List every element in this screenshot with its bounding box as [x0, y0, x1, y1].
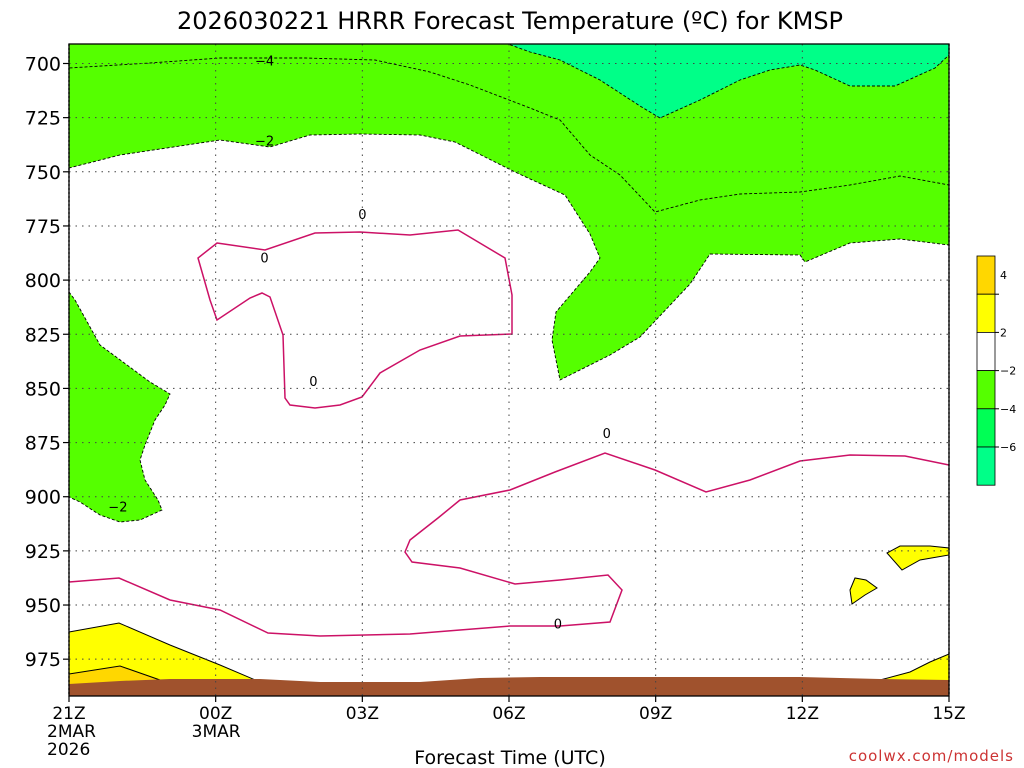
legend-swatch — [976, 293, 996, 333]
contour-label: 0 — [309, 375, 317, 390]
band-minus4-to-minus2-left — [68, 290, 171, 523]
y-tick-label: 750 — [25, 162, 61, 184]
y-tick-label: 725 — [25, 108, 61, 130]
x-tick-label: 2026 — [47, 740, 90, 760]
x-tick-label: 09Z — [639, 704, 672, 724]
isotherm-0-upper-loop — [197, 229, 513, 409]
y-tick-label: 950 — [25, 595, 61, 617]
legend-swatch — [976, 331, 996, 371]
x-tick-label: 15Z — [932, 704, 965, 724]
x-tick-label: 00Z — [199, 704, 232, 724]
isotherm-0-middle — [68, 452, 950, 637]
credit-text: coolwx.com/models — [849, 747, 1014, 765]
y-axis-ticks: 700 725 750 775 800 825 850 875 900 925 950 975 — [25, 53, 69, 671]
y-tick-label: 850 — [25, 378, 61, 400]
band-minus6-to-minus4-upper — [68, 43, 950, 213]
legend-swatch — [976, 408, 996, 448]
y-tick-label: 775 — [25, 216, 61, 238]
y-tick-label: 925 — [25, 541, 61, 563]
x-tick-label: 21Z — [52, 704, 85, 724]
legend-swatch — [976, 446, 996, 486]
contour-label: −4 — [255, 54, 274, 69]
legend-swatch — [976, 255, 996, 295]
x-tick-label: 12Z — [786, 704, 819, 724]
contour-label: 0 — [260, 251, 268, 266]
y-tick-label: 900 — [25, 487, 61, 509]
contour-label: −2 — [108, 501, 127, 516]
y-tick-label: 825 — [25, 324, 61, 346]
chart-title: 2026030221 HRRR Forecast Temperature (ºC… — [177, 7, 843, 35]
legend-colorbar: 4 2 −2 −4 −6 — [976, 255, 1016, 486]
x-tick-label: 06Z — [492, 704, 525, 724]
legend-label: 4 — [1000, 269, 1007, 282]
x-tick-label: 03Z — [346, 704, 379, 724]
contour-labels: −4 −2 0 0 0 −2 0 0 — [108, 54, 611, 633]
band-2-to-4-patch-2 — [849, 577, 878, 605]
legend-swatch — [976, 370, 996, 410]
legend-label: −4 — [1000, 403, 1016, 416]
band-below-minus6 — [507, 43, 950, 119]
contour-label: 0 — [554, 618, 562, 633]
vertical-gridlines — [215, 44, 803, 696]
legend-label: −6 — [1000, 441, 1016, 454]
y-tick-label: 800 — [25, 270, 61, 292]
contour-label: −2 — [255, 134, 274, 149]
x-axis-label: Forecast Time (UTC) — [414, 747, 605, 768]
legend-label: 2 — [1000, 326, 1007, 339]
contour-label: 0 — [603, 427, 611, 442]
ground — [69, 677, 949, 696]
y-tick-label: 975 — [25, 649, 61, 671]
y-tick-label: 875 — [25, 433, 61, 455]
contour-label: 0 — [358, 208, 366, 223]
legend-label: −2 — [1000, 365, 1016, 378]
y-tick-label: 700 — [25, 53, 61, 75]
x-tick-label: 3MAR — [192, 722, 241, 742]
plot-area — [68, 43, 950, 697]
x-tick-label: 2MAR — [47, 722, 96, 742]
